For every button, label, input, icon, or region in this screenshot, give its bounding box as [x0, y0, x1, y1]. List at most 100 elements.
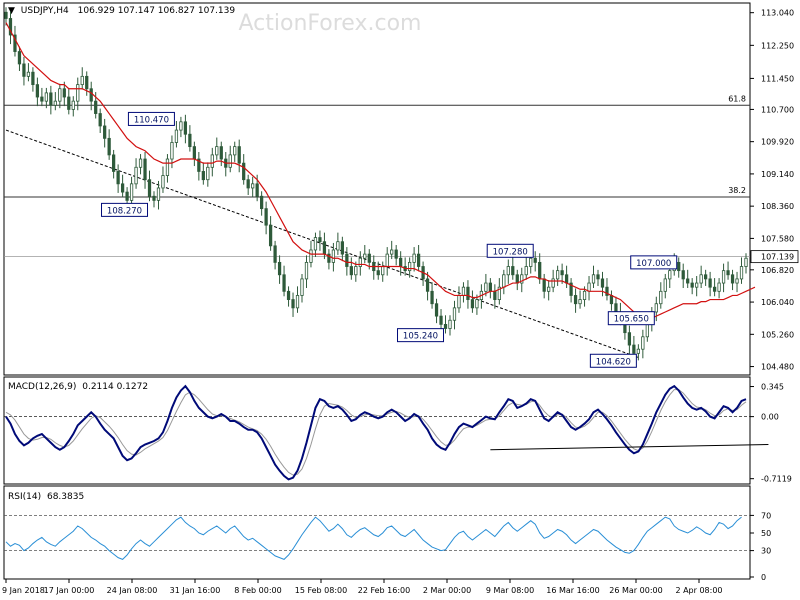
price-label-box [127, 111, 175, 126]
candle-body [76, 84, 80, 102]
candle [143, 152, 147, 189]
price-label-text: 108.270 [107, 206, 142, 216]
candle [313, 232, 318, 258]
time-tick-label: 24 Jan 08:00 [107, 586, 158, 595]
candle [40, 87, 44, 107]
macd-tick-label: 0.345 [761, 383, 784, 392]
candle-body [251, 183, 255, 189]
candle [659, 282, 663, 309]
candle-body [376, 270, 380, 276]
rsi-tick-label: 0 [761, 573, 766, 582]
candle-body [80, 75, 84, 86]
time-tick-label: 17 Jan 00:00 [44, 586, 95, 595]
macd-panel-frame [3, 376, 751, 485]
candle [533, 251, 537, 272]
candle [336, 232, 340, 255]
candle-body [192, 146, 196, 160]
candle-body [85, 75, 89, 90]
candle [165, 154, 170, 183]
candle-body [300, 278, 304, 296]
candle [183, 114, 188, 144]
candle-body [327, 253, 331, 263]
price-label-box [589, 353, 637, 368]
candle [304, 255, 309, 289]
candle-body [654, 303, 658, 313]
candle-body [295, 295, 300, 309]
candle-body [408, 261, 412, 272]
candle-body [686, 278, 690, 284]
price-label-box [101, 202, 149, 217]
candle-body [520, 274, 524, 284]
candle-body [120, 183, 125, 193]
candle [152, 191, 156, 208]
price-trendlines [5, 129, 639, 358]
rsi-panel: RSI(14) 68.3835 [4, 492, 750, 560]
candle-body [484, 282, 488, 292]
candle [228, 145, 232, 173]
price-tick-label: 111.450 [761, 74, 794, 83]
candle-body [385, 253, 389, 267]
candle [363, 245, 367, 264]
candle-body [165, 158, 170, 176]
candle [210, 147, 214, 177]
time-tick-label: 15 Feb 08:00 [295, 586, 347, 595]
candle [695, 276, 699, 297]
candle-body [197, 158, 201, 172]
candle-body [730, 274, 735, 284]
price-level-labels: 110.470 108.270 107.280 105.240 107.000 104.6… [101, 111, 678, 368]
fib-level-label: 61.8 [728, 94, 746, 103]
candle-body [677, 261, 681, 272]
candle [569, 278, 573, 303]
candle-body [632, 344, 636, 354]
candle-body [506, 266, 510, 276]
candle-body [8, 18, 13, 36]
price-tick-label: 110.700 [761, 105, 794, 114]
candle-body [282, 274, 286, 292]
candle [273, 240, 277, 270]
candle-body [62, 88, 66, 98]
candle [286, 286, 291, 307]
candle-body [22, 63, 26, 77]
candle [277, 255, 282, 284]
rsi-tick-label: 30 [761, 547, 771, 556]
candle [376, 261, 380, 280]
candle-body [681, 270, 685, 280]
candle [448, 315, 452, 336]
candle [636, 344, 640, 361]
candle [520, 267, 524, 293]
candle [573, 288, 578, 313]
candle-body [439, 315, 443, 325]
candle-body [529, 257, 533, 267]
candle [663, 273, 667, 299]
candle [556, 265, 560, 286]
price-label-text: 107.000 [636, 259, 671, 269]
candle [120, 174, 125, 198]
candle-body [147, 179, 152, 197]
candle [434, 298, 439, 324]
price-label-text: 107.280 [493, 247, 528, 257]
candle [107, 129, 111, 160]
candle-body [363, 253, 367, 259]
candle-body [726, 270, 730, 276]
candle [506, 259, 510, 284]
candle-body [695, 282, 699, 288]
candle [726, 261, 730, 280]
price-label-text: 105.650 [614, 315, 649, 325]
candle-body [582, 290, 587, 300]
candle-body [600, 278, 605, 288]
candle-body [53, 100, 57, 106]
candle [219, 141, 223, 167]
candle [98, 108, 102, 133]
candle-body [103, 125, 107, 139]
candle-body [497, 286, 501, 300]
rsi-tick-label: 70 [761, 511, 771, 520]
candle-body [26, 71, 31, 77]
time-tick-label: 31 Jan 16:00 [170, 586, 221, 595]
candle [206, 162, 210, 187]
candle-body [179, 121, 183, 131]
candle [26, 63, 31, 82]
candle [35, 77, 40, 107]
candle-body [502, 274, 506, 288]
candle-body [430, 290, 434, 305]
